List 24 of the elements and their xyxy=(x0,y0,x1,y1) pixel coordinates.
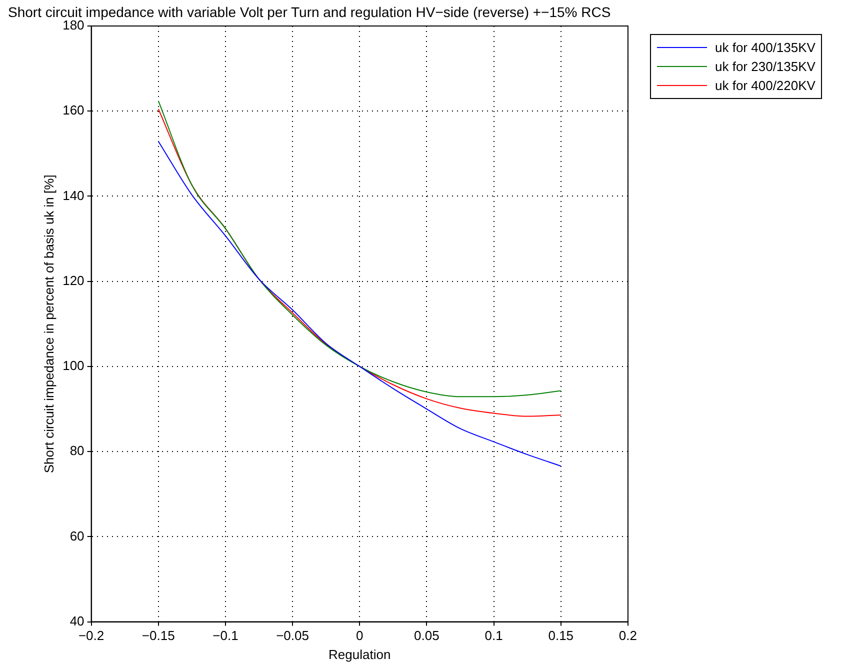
line-series xyxy=(158,140,562,467)
y-tick-label: 160 xyxy=(62,102,84,118)
x-tick-label: 0.1 xyxy=(484,628,503,644)
y-tick-label: 180 xyxy=(62,18,84,33)
y-axis-title: Short circuit impedance in percent of basis uk in [%] xyxy=(41,174,56,474)
y-tick-label: 80 xyxy=(70,443,84,458)
legend-label: uk for 230/135KV xyxy=(715,59,816,74)
legend-label: uk for 400/135KV xyxy=(715,40,816,55)
y-tick-label: 120 xyxy=(62,272,84,288)
y-tick-label: 140 xyxy=(62,188,84,203)
x-tick-label: 0.05 xyxy=(414,628,440,644)
chart-title: Short circuit impedance with variable Volt per Turn and regulation HV−side (reverse) +−15% RCS xyxy=(8,4,611,20)
x-tick-label: −0.05 xyxy=(276,628,309,644)
y-tick-label: 100 xyxy=(62,358,84,374)
y-tick-label: 40 xyxy=(70,613,84,628)
y-tick-label: 60 xyxy=(70,528,84,544)
x-tick-label: −0.2 xyxy=(78,628,104,644)
x-tick-label: −0.15 xyxy=(142,628,175,644)
legend-label: uk for 400/220KV xyxy=(715,78,816,93)
x-tick-label: 0.15 xyxy=(548,628,574,644)
x-tick-label: 0.2 xyxy=(618,628,638,644)
x-axis-title: Regulation xyxy=(328,646,391,662)
x-tick-label: 0 xyxy=(356,628,364,644)
x-tick-label: −0.1 xyxy=(212,628,238,644)
